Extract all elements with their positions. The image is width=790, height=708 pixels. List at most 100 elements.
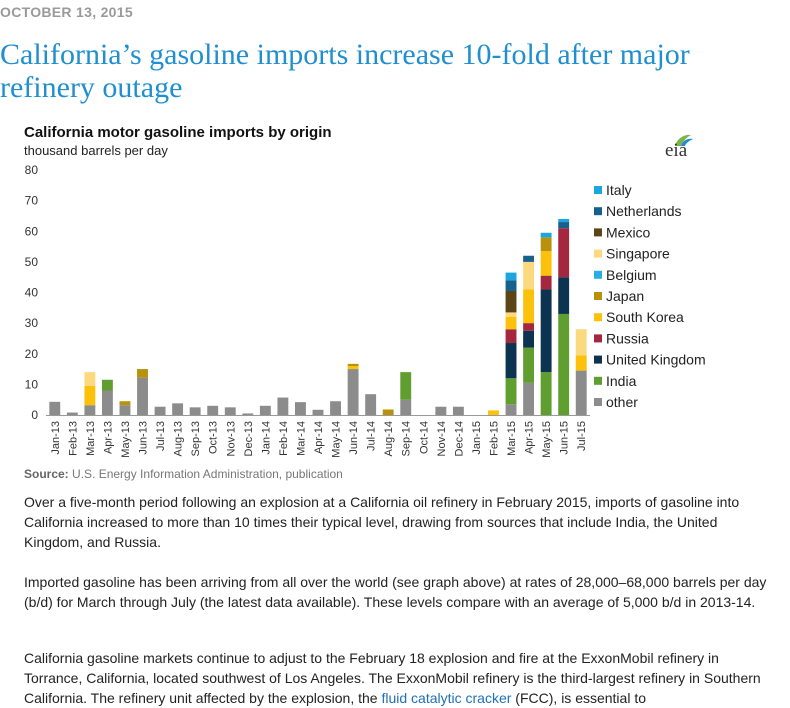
y-tick-label: 40 bbox=[25, 286, 39, 300]
bar-segment-other bbox=[312, 409, 324, 415]
bar-segment-other bbox=[365, 394, 377, 415]
bar-segment-russia bbox=[505, 329, 517, 344]
legend-label: United Kingdom bbox=[606, 352, 706, 368]
legend-label: Japan bbox=[606, 288, 644, 304]
bar-segment-mexico bbox=[505, 290, 517, 313]
bar-segment-other bbox=[172, 403, 184, 415]
chart-title: California motor gasoline imports by ori… bbox=[24, 124, 332, 141]
y-axis: 0 10 20 30 40 50 60 70 80 bbox=[25, 163, 39, 422]
bar-segment-other bbox=[505, 404, 517, 415]
x-tick-label: Jun-13 bbox=[138, 421, 150, 455]
bar-segment-other bbox=[189, 407, 201, 415]
bar-segment-other bbox=[224, 407, 236, 415]
bar-segment-other bbox=[207, 405, 219, 415]
legend-swatch bbox=[594, 355, 602, 364]
legend-swatch bbox=[594, 186, 602, 194]
bar-segment-other bbox=[242, 413, 254, 415]
bar-segment-other bbox=[84, 405, 96, 415]
x-tick-label: Oct-13 bbox=[208, 421, 220, 454]
y-tick-label: 10 bbox=[25, 377, 39, 391]
bar-segment-south-korea bbox=[540, 251, 552, 276]
x-tick-label: Mar-14 bbox=[295, 421, 307, 456]
y-tick-label: 80 bbox=[25, 163, 39, 177]
bar-segment-other bbox=[277, 397, 289, 415]
chart-y-unit-label: thousand barrels per day bbox=[24, 143, 168, 158]
stacked-bar-chart: 0 10 20 30 40 50 60 70 80 Jan-13 Feb-13 Mar-13 Apr-… bbox=[25, 163, 706, 458]
x-tick-label: May-15 bbox=[541, 421, 553, 458]
y-tick-label: 50 bbox=[25, 255, 39, 269]
x-axis: Jan-13 Feb-13 Mar-13 Apr-13 May-13 Jun-13 Jul-… bbox=[46, 415, 590, 458]
x-tick-label: Jan-13 bbox=[50, 421, 62, 455]
y-tick-label: 0 bbox=[31, 408, 38, 422]
bar-segment-india bbox=[505, 378, 517, 405]
bar-segment-other bbox=[154, 406, 166, 415]
bar-segment-other bbox=[452, 406, 464, 415]
x-tick-label: Dec-14 bbox=[453, 421, 465, 456]
legend-label: Netherlands bbox=[606, 203, 682, 219]
bar-segment-japan bbox=[137, 369, 148, 378]
legend-swatch bbox=[594, 207, 602, 216]
bar-segment-other bbox=[119, 405, 131, 415]
legend-label: Belgium bbox=[606, 267, 657, 283]
chart-bars bbox=[49, 219, 587, 416]
source-label: Source: bbox=[24, 467, 69, 481]
x-tick-label: Feb-14 bbox=[278, 421, 290, 456]
y-tick-label: 60 bbox=[25, 224, 39, 238]
legend-swatch bbox=[594, 313, 602, 322]
x-tick-label: Jun-15 bbox=[559, 421, 571, 455]
legend-label: Russia bbox=[606, 330, 649, 346]
bar-segment-united-kingdom bbox=[558, 277, 570, 314]
x-tick-label: Jan-15 bbox=[471, 421, 483, 455]
bar-segment-italy bbox=[558, 219, 570, 223]
x-tick-label: Jul-13 bbox=[155, 421, 167, 451]
bar-segment-russia bbox=[540, 275, 552, 290]
x-tick-label: Oct-14 bbox=[418, 421, 430, 454]
source-text: U.S. Energy Information Administration, … bbox=[72, 467, 343, 481]
x-tick-label: Nov-14 bbox=[436, 421, 448, 456]
chart-source: Source: U.S. Energy Information Administ… bbox=[24, 467, 343, 481]
paragraph-2: Imported gasoline has been arriving from… bbox=[24, 574, 767, 610]
bar-segment-india bbox=[400, 372, 412, 400]
bar-segment-singapore bbox=[84, 372, 96, 386]
bar-segment-singapore bbox=[523, 261, 535, 290]
bar-segment-singapore bbox=[575, 329, 587, 356]
x-tick-label: May-14 bbox=[331, 421, 343, 458]
bar-segment-other bbox=[575, 370, 587, 415]
x-tick-label: Mar-15 bbox=[506, 421, 518, 456]
bar-segment-india bbox=[523, 347, 535, 383]
legend-swatch bbox=[594, 376, 602, 385]
bar-segment-india bbox=[558, 313, 570, 415]
bar-segment-japan bbox=[540, 237, 552, 252]
bar-segment-other bbox=[347, 369, 359, 415]
article-headline: California’s gasoline imports increase 1… bbox=[0, 38, 690, 104]
bar-segment-singapore bbox=[505, 312, 517, 317]
bar-segment-other bbox=[523, 382, 535, 415]
legend-label: India bbox=[606, 373, 637, 389]
bar-segment-south-korea bbox=[575, 355, 587, 371]
x-tick-label: Jul-15 bbox=[576, 421, 588, 451]
x-tick-label: Mar-13 bbox=[85, 421, 97, 456]
bar-segment-other bbox=[330, 401, 341, 415]
legend-swatch bbox=[594, 270, 602, 279]
bar-segment-italy bbox=[540, 232, 552, 238]
x-tick-label: Apr-14 bbox=[313, 421, 325, 454]
x-tick-label: Sep-14 bbox=[401, 421, 413, 456]
y-tick-label: 70 bbox=[25, 194, 39, 208]
x-tick-label: Apr-15 bbox=[524, 421, 536, 454]
bar-segment-other bbox=[259, 405, 271, 415]
fluid-catalytic-cracker-link[interactable]: fluid catalytic cracker bbox=[381, 690, 512, 706]
bar-segment-other bbox=[400, 399, 412, 415]
bar-segment-japan bbox=[347, 363, 359, 366]
bar-segment-italy bbox=[505, 272, 517, 281]
legend-swatch bbox=[594, 292, 602, 300]
bar-segment-japan bbox=[119, 401, 131, 406]
x-tick-label: May-13 bbox=[120, 421, 132, 458]
bar-segment-south-korea bbox=[84, 385, 96, 406]
article-date: OCTOBER 13, 2015 bbox=[0, 4, 133, 20]
x-tick-label: Jun-14 bbox=[348, 421, 360, 455]
x-tick-label: Feb-15 bbox=[488, 421, 500, 456]
bar-segment-other bbox=[295, 402, 306, 415]
legend-swatch bbox=[594, 398, 602, 406]
x-tick-label: Aug-13 bbox=[173, 421, 185, 456]
bar-segment-united-kingdom bbox=[540, 289, 552, 373]
